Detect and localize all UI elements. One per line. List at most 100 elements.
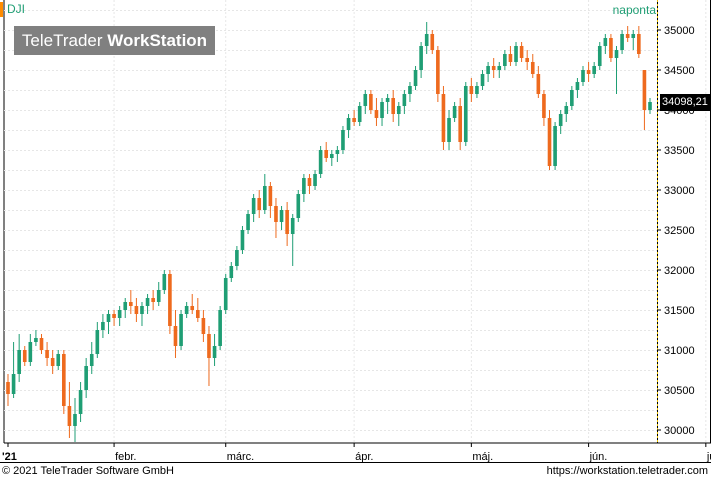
- y-tick-label: 33000: [664, 185, 695, 197]
- x-axis-labels: '21 febr. márc. ápr. máj. jún. júl.: [2, 443, 711, 462]
- candle-body: [129, 302, 133, 306]
- candle-body: [101, 322, 105, 330]
- x-tick-label: márc.: [227, 451, 255, 462]
- candle-body: [380, 102, 384, 118]
- candle-body: [558, 114, 563, 126]
- candle-body: [497, 66, 502, 70]
- footer: © 2021 TeleTrader Software GmbH https://…: [0, 462, 711, 482]
- candle-body: [173, 326, 178, 346]
- candle-body: [134, 306, 139, 314]
- x-tick-label: febr.: [115, 451, 136, 462]
- candle-body: [240, 230, 245, 250]
- candle-body: [112, 314, 116, 318]
- y-tick-label: 32500: [664, 225, 695, 237]
- candle-body: [564, 106, 569, 114]
- candle-body: [45, 350, 49, 358]
- candle-body: [553, 126, 557, 166]
- candle-body: [341, 130, 345, 150]
- candle-body: [39, 338, 44, 350]
- candle-body: [307, 178, 312, 186]
- candle-body: [491, 66, 496, 70]
- x-tick-label: '21: [2, 451, 17, 462]
- candle-body: [530, 62, 535, 74]
- candle-body: [6, 382, 10, 394]
- candle-body: [156, 290, 161, 302]
- candle-body: [335, 150, 340, 154]
- footer-url[interactable]: https://workstation.teletrader.com: [546, 465, 708, 477]
- candle-body: [620, 34, 624, 50]
- candle-body: [201, 318, 206, 334]
- candle-body: [374, 110, 379, 118]
- candle-body: [447, 118, 451, 142]
- candle-body: [302, 178, 306, 194]
- candle-body: [279, 210, 284, 222]
- candle-body: [268, 186, 273, 206]
- candle-body: [570, 90, 574, 106]
- candle-body: [318, 150, 323, 174]
- candle-body: [631, 34, 636, 38]
- candle-body: [145, 298, 150, 306]
- candle-body: [184, 306, 189, 314]
- candle-body: [542, 94, 546, 118]
- candle-body: [251, 198, 256, 214]
- candle-body: [575, 82, 580, 90]
- candle-body: [89, 354, 94, 366]
- candle-body: [106, 314, 111, 322]
- candle-body: [508, 54, 513, 62]
- candle-body: [363, 94, 368, 106]
- candle-body: [385, 98, 390, 102]
- candle-body: [151, 298, 155, 302]
- candle-body: [396, 106, 401, 114]
- grid-lines: [3, 0, 707, 444]
- candle-body: [50, 358, 55, 366]
- x-tick-label: júl.: [706, 451, 711, 462]
- candle-body: [436, 50, 440, 94]
- candle-body: [296, 194, 301, 218]
- x-tick-label: ápr.: [355, 451, 373, 462]
- candle-body: [525, 58, 529, 62]
- candle-body: [285, 210, 289, 234]
- candle-body: [402, 94, 407, 106]
- candle-body: [218, 310, 222, 346]
- candle-body: [352, 118, 356, 122]
- symbol-label: DJI: [0, 2, 25, 17]
- candle-body: [609, 38, 613, 58]
- candle-body: [441, 94, 446, 142]
- candle-body: [469, 86, 474, 94]
- candle-body: [11, 374, 16, 394]
- candle-body: [637, 34, 641, 54]
- candle-body: [642, 70, 647, 110]
- candle-body: [597, 46, 602, 66]
- candle-body: [207, 334, 211, 358]
- candle-body: [458, 106, 463, 142]
- candle-body: [62, 354, 66, 406]
- candle-body: [67, 406, 72, 426]
- candle-body: [369, 94, 373, 110]
- candle-body: [648, 102, 652, 110]
- candle-body: [212, 346, 217, 358]
- candle-body: [84, 366, 88, 390]
- candle-body: [229, 266, 234, 278]
- candles: [6, 22, 652, 442]
- candle-body: [603, 38, 608, 46]
- candle-body: [430, 34, 435, 50]
- candle-body: [408, 86, 412, 94]
- candle-body: [274, 206, 278, 222]
- candle-body: [117, 310, 122, 318]
- y-tick-label: 34500: [664, 65, 695, 77]
- candle-body: [235, 250, 239, 266]
- candle-body: [486, 66, 490, 74]
- candle-body: [357, 106, 362, 122]
- candle-body: [195, 310, 200, 318]
- y-tick-label: 30000: [664, 425, 695, 437]
- candle-body: [514, 46, 518, 62]
- candle-body: [463, 86, 468, 142]
- copyright-text: © 2021 TeleTrader Software GmbH: [2, 465, 174, 477]
- candlestick-chart: '21 febr. márc. ápr. máj. jún. júl. 30000 30500…: [2, 0, 711, 462]
- candle-body: [480, 74, 485, 86]
- period-label[interactable]: naponta: [612, 3, 656, 17]
- y-tick-label: 32000: [664, 265, 695, 277]
- teletrader-logo: TeleTrader WorkStation: [14, 26, 215, 55]
- candle-body: [290, 218, 295, 234]
- candle-body: [56, 354, 61, 366]
